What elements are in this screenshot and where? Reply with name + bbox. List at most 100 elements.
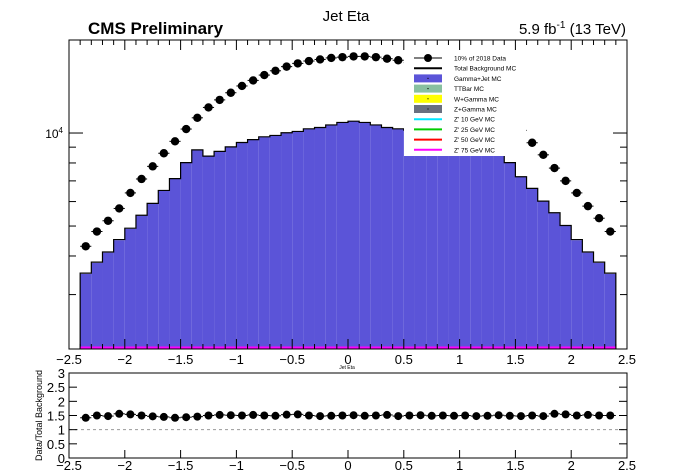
ratio-y-tick-label: 2 <box>58 394 65 409</box>
ratio-point <box>260 411 269 420</box>
data-point <box>539 150 548 160</box>
gamma-jet-bar <box>191 150 203 349</box>
x-tick-label: −1 <box>229 352 244 367</box>
data-point <box>92 227 102 236</box>
gamma-jet-bar <box>348 121 360 349</box>
ratio-point <box>327 411 336 420</box>
gamma-jet-bar <box>526 188 538 349</box>
gamma-jet-bar <box>448 139 460 349</box>
ratio-point <box>427 411 436 420</box>
ratio-point <box>483 411 492 420</box>
gamma-jet-bar <box>214 151 226 349</box>
gamma-jet-bar <box>582 252 594 349</box>
main-plot: 104 −2.5 −2 −1.5 −1 −0.5 0 0.5 1 1.5 2 2.5 Jet Eta <box>45 39 636 371</box>
data-point <box>572 188 581 198</box>
ratio-point <box>226 411 235 420</box>
ratio-y-tick-label: 2.5 <box>47 380 65 395</box>
data-point <box>137 174 146 184</box>
gamma-jet-bar <box>426 135 438 349</box>
ratio-point <box>550 409 559 418</box>
ratio-point <box>316 412 325 421</box>
data-point <box>248 76 258 85</box>
data-point <box>583 201 593 211</box>
ratio-x-tick-label: 1 <box>456 458 463 472</box>
legend-swatch-dot <box>427 88 429 90</box>
ratio-point <box>204 411 213 420</box>
data-point <box>349 52 358 61</box>
data-point <box>315 55 325 64</box>
ratio-x-tick-label: −1 <box>229 458 244 472</box>
gamma-jet-bar <box>392 129 404 349</box>
chart-title: Jet Eta <box>323 8 370 25</box>
ratio-x-tick-label: −2 <box>117 458 132 472</box>
ratio-point <box>528 411 537 420</box>
gamma-jet-bar <box>537 201 549 349</box>
gamma-jet-bar <box>381 127 393 349</box>
ratio-point <box>516 412 525 421</box>
ratio-point <box>148 412 157 421</box>
ratio-point <box>349 411 358 420</box>
gamma-jet-bar <box>281 133 293 349</box>
data-point <box>382 54 392 63</box>
data-point <box>181 124 191 134</box>
ratio-y-tick-label: 1.5 <box>47 409 65 424</box>
gamma-jet-bar <box>269 135 282 349</box>
data-point <box>204 103 213 112</box>
ratio-point <box>171 413 180 422</box>
data-point <box>215 95 224 105</box>
data-point <box>226 88 236 97</box>
gamma-jet-bar <box>515 177 527 349</box>
data-point <box>394 56 403 65</box>
gamma-jet-bar <box>571 240 583 349</box>
x-tick-label: 1.5 <box>506 352 524 367</box>
ratio-x-tick-label: −0.5 <box>279 458 305 472</box>
legend-swatch-marker <box>424 54 432 62</box>
gamma-jet-bar <box>158 190 170 349</box>
data-point <box>293 59 302 68</box>
gamma-jet-bar <box>258 137 270 349</box>
ratio-point <box>505 411 514 420</box>
gamma-jet-bar <box>459 142 471 349</box>
gamma-jet-bar <box>403 130 415 349</box>
experiment-label: CMS Preliminary <box>88 19 224 38</box>
x-tick-label: −1.5 <box>168 352 194 367</box>
gamma-jet-bar <box>548 213 561 349</box>
gamma-jet-bar <box>370 125 382 349</box>
ratio-point <box>159 412 168 421</box>
gamma-jet-bar <box>180 162 192 349</box>
gamma-jet-bar <box>593 262 605 349</box>
x-tick-label: −0.5 <box>279 352 305 367</box>
data-point <box>159 149 169 158</box>
data-point <box>606 227 615 236</box>
legend-label: TTBar MC <box>454 86 484 93</box>
y-tick-base: 10 <box>45 127 59 141</box>
gamma-jet-bar <box>113 240 125 349</box>
x-tick-label: 2.5 <box>618 352 636 367</box>
data-point <box>237 81 247 91</box>
ratio-y-axis-label: Data/Total Background <box>34 370 44 461</box>
gamma-jet-bar <box>147 203 159 349</box>
ratio-point <box>438 411 447 420</box>
data-point <box>360 52 369 61</box>
ratio-point <box>92 411 101 420</box>
gamma-jet-bar <box>414 133 427 349</box>
x-tick-label: −2.5 <box>56 352 82 367</box>
x-tick-label: 0.5 <box>395 352 413 367</box>
x-tick-label: 2 <box>568 352 575 367</box>
legend-swatch-dot <box>427 108 429 110</box>
ratio-point <box>394 412 403 421</box>
ratio-point <box>304 411 313 420</box>
ratio-x-tick-label: 2.5 <box>618 458 636 472</box>
data-point <box>148 162 157 171</box>
legend-label: Gamma+Jet MC <box>454 76 502 83</box>
gamma-jet-bar <box>135 215 148 349</box>
gamma-jet-bar <box>560 226 572 349</box>
data-point <box>371 52 381 62</box>
x-tick-label: 1 <box>456 352 463 367</box>
ratio-x-tick-label: 1.5 <box>506 458 524 472</box>
ratio-plot: 00.511.522.53−2.5 −2 −1.5 −1 −0.5 0 0.5 1 1.5 2 2.… <box>34 366 636 472</box>
legend-label: 10% of 2018 Data <box>454 56 506 63</box>
ratio-point <box>293 410 302 419</box>
ratio-point <box>215 410 224 419</box>
data-point <box>327 53 336 63</box>
